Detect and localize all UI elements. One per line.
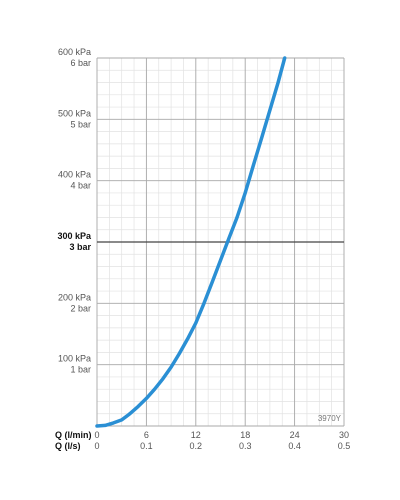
y-tick-label-kpa: 500 kPa (58, 108, 91, 118)
x-tick-label-lpm: 6 (144, 430, 149, 440)
x-tick-label-lpm: 30 (339, 430, 349, 440)
x-axis-title-ls: Q (l/s) (55, 441, 81, 451)
x-tick-label-ls: 0.5 (338, 441, 351, 451)
x-tick-label-lpm: 12 (191, 430, 201, 440)
y-tick-label-kpa: 100 kPa (58, 354, 91, 364)
pressure-curve (95, 56, 287, 428)
x-tick-label-ls: 0 (94, 441, 99, 451)
y-tick-label-kpa: 600 kPa (58, 47, 91, 57)
x-tick-label-ls: 0.3 (239, 441, 252, 451)
y-tick-label-kpa: 400 kPa (58, 170, 91, 180)
y-tick-label-bar: 1 bar (70, 365, 91, 375)
x-tick-label-lpm: 18 (240, 430, 250, 440)
y-tick-label-kpa: 300 kPa (57, 231, 92, 241)
y-tick-label-bar: 5 bar (70, 119, 91, 129)
x-tick-label-ls: 0.2 (190, 441, 203, 451)
major-grid (96, 57, 345, 427)
x-tick-label-lpm: 24 (290, 430, 300, 440)
y-tick-label-kpa: 200 kPa (58, 292, 91, 302)
y-tick-label-bar: 3 bar (69, 242, 91, 252)
x-axis-title-lpm: Q (l/min) (55, 430, 92, 440)
x-tick-label-ls: 0.4 (288, 441, 301, 451)
x-tick-label-lpm: 0 (94, 430, 99, 440)
series-group (95, 56, 287, 428)
chart-code: 3970Y (318, 414, 342, 423)
x-tick-label-ls: 0.1 (140, 441, 153, 451)
x-axis-labels: 00 60.1 120.2 180.3 240.4 300.5 (94, 430, 350, 451)
y-tick-label-bar: 4 bar (70, 181, 91, 191)
y-tick-label-bar: 6 bar (70, 58, 91, 68)
y-tick-label-bar: 2 bar (70, 303, 91, 313)
